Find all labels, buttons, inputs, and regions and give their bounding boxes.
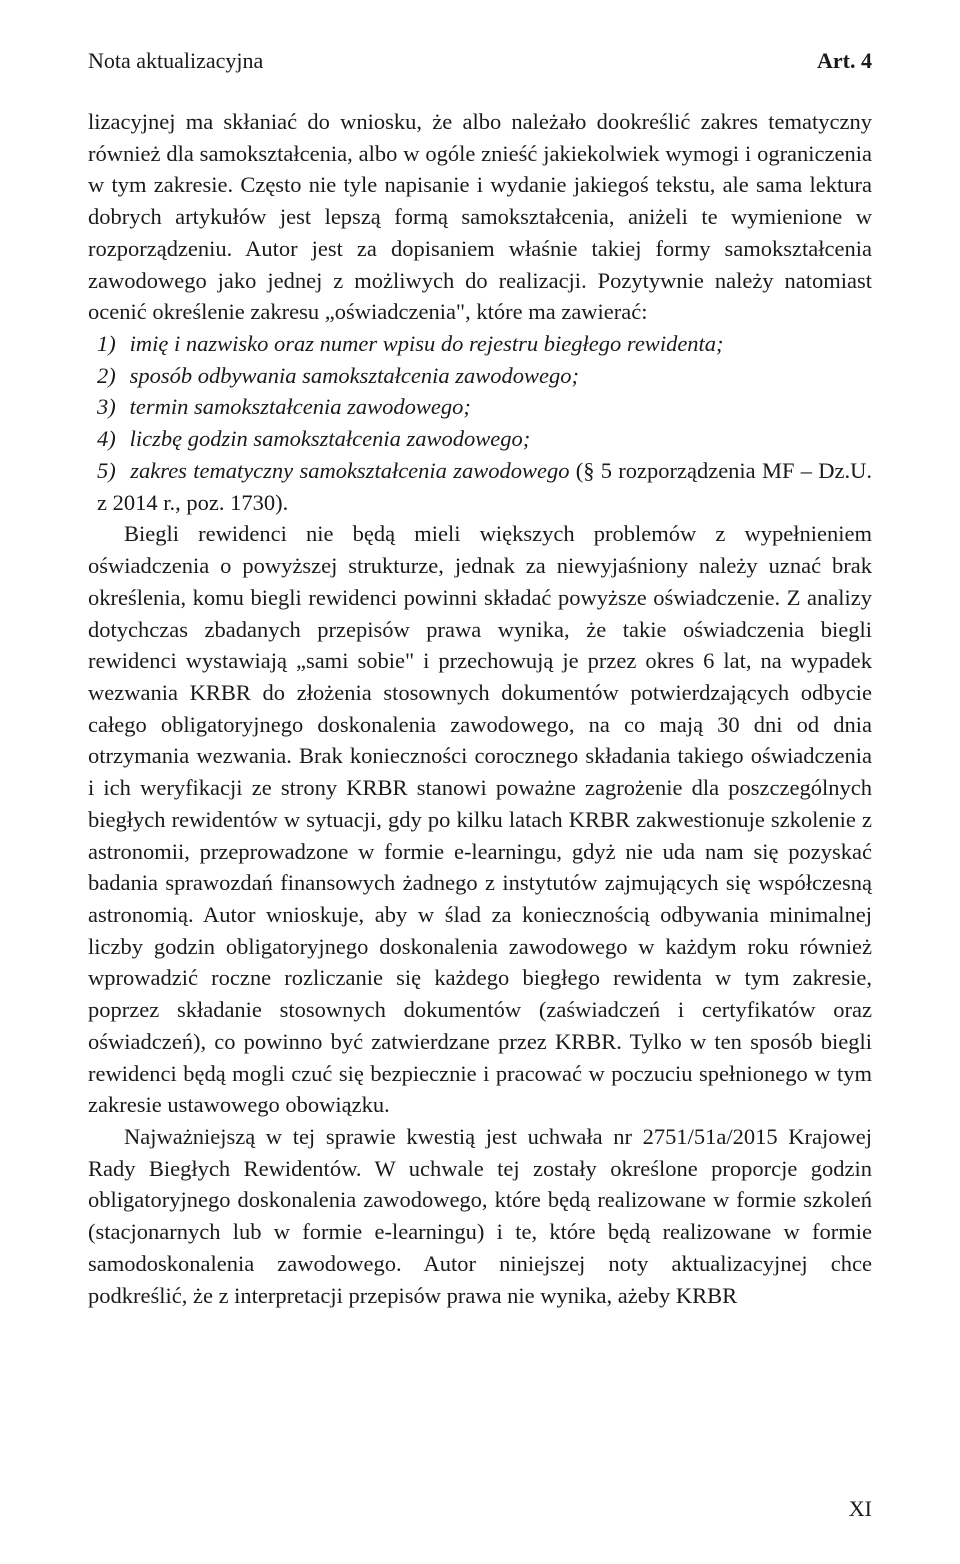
header-title: Nota aktualizacyjna (88, 48, 263, 74)
page-header: Nota aktualizacyjna Art. 4 (88, 48, 872, 74)
list-item-4: 4) liczbę godzin samokształcenia zawodow… (88, 423, 872, 455)
list-number: 5) (97, 455, 124, 487)
list-item-5: 5) zakres tematyczny samokształcenia zaw… (88, 455, 872, 518)
list-number: 1) (97, 328, 124, 360)
paragraph-3: Najważniejszą w tej sprawie kwestią jest… (88, 1121, 872, 1311)
list-number: 2) (97, 360, 124, 392)
header-article: Art. 4 (817, 48, 872, 74)
list-number: 4) (97, 423, 124, 455)
list-item-2: 2) sposób odbywania samokształcenia zawo… (88, 360, 872, 392)
list-text: liczbę godzin samokształcenia zawodowego… (130, 426, 531, 451)
list-text: sposób odbywania samokształcenia zawodow… (130, 363, 579, 388)
document-body: lizacyjnej ma skłaniać do wniosku, że al… (88, 106, 872, 1311)
paragraph-1: lizacyjnej ma skłaniać do wniosku, że al… (88, 106, 872, 328)
list-item-3: 3) termin samokształcenia zawodowego; (88, 391, 872, 423)
paragraph-2: Biegli rewidenci nie będą mieli większyc… (88, 518, 872, 1121)
document-page: Nota aktualizacyjna Art. 4 lizacyjnej ma… (0, 0, 960, 1564)
list-item-1: 1) imię i nazwisko oraz numer wpisu do r… (88, 328, 872, 360)
list-text: imię i nazwisko oraz numer wpisu do reje… (130, 331, 724, 356)
list-number: 3) (97, 391, 124, 423)
list-text-italic: zakres tematyczny samokształcenia zawodo… (130, 458, 569, 483)
list-text: termin samokształcenia zawodowego; (130, 394, 471, 419)
page-number: XI (849, 1496, 872, 1522)
